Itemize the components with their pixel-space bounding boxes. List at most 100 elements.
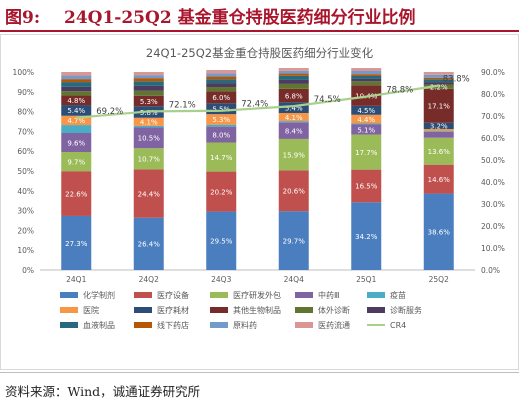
bar-segment [61,72,92,76]
bar-data-label: 9.6% [67,139,85,147]
x-tick-label: 24Q3 [211,275,231,284]
bar-segment [423,79,454,83]
bar-segment [133,81,164,86]
bar-data-label: 2.2% [430,83,448,91]
bar-segment [133,169,164,218]
bar-segment [206,83,237,88]
bar-data-label: 24.4% [138,190,161,198]
bar-data-label: 5.8% [140,109,158,117]
bar-data-label: 4.4% [357,116,375,124]
bar-segment [61,82,92,87]
bar-segment [133,148,164,170]
bar-data-label: 20.2% [210,188,233,196]
bar-data-label: 4.8% [67,97,85,105]
legend-label: 原料药 [233,320,257,330]
bar-segment [278,75,309,80]
legend-swatch [210,292,228,298]
legend-label: 医疗研发外包 [233,290,281,300]
bar-segment [278,88,309,103]
bar-segment [423,193,454,270]
legend-swatch [60,292,78,298]
bar-data-label: 27.3% [65,240,88,248]
legend-swatch [60,307,78,313]
bar-data-label: 5.4% [67,107,85,115]
legend-label: 诊断服务 [390,305,422,315]
legend-swatch [295,307,313,313]
source-note: 资料来源：Wind，诚通证券研究所 [5,384,201,399]
bar-segment [61,151,92,172]
bar-segment [206,91,237,104]
bar-data-label: 17.1% [428,103,451,111]
bar-segment [423,88,454,123]
y-left-tick-label: 80% [17,108,34,117]
bar-segment [278,211,309,270]
bar-segment [351,78,382,82]
bar-segment [351,124,382,135]
bar-data-label: 15.9% [283,151,306,159]
bar-segment [351,68,382,72]
bar-segment [423,122,454,130]
bar-data-label: 5.1% [357,126,375,134]
y-left-tick-label: 70% [17,127,34,136]
bar-segment [206,73,237,77]
bar-segment [278,83,309,89]
legend-label: 医院 [83,305,99,315]
y-left-tick-label: 100% [13,68,34,77]
source-rule [0,372,519,373]
bar-segment [351,75,382,79]
x-tick-label: 25Q1 [356,275,376,284]
bar-segment [278,102,309,113]
bar-data-label: 5.4% [285,104,303,112]
bar-segment [423,72,454,75]
y-left-tick-label: 60% [17,147,34,156]
legend-label: 血液制品 [83,320,115,330]
bar-segment [206,76,237,80]
bar-data-label: 10.5% [138,135,161,143]
bar-data-label: 16.5% [355,183,378,191]
bar-segment [423,74,454,78]
y-right-tick-label: 60.0% [481,134,505,143]
stacked-bar-chart: 0% 10% 20% 30% 40% 50% 60% 70% 80% 90% 100% 0.0% 10.… [13,68,505,330]
cr4-data-label: 69.2% [96,107,123,117]
legend-label: 疫苗 [390,290,406,300]
bar-segment [61,75,92,80]
legend-swatch [295,322,313,328]
x-tick-label: 24Q1 [66,275,86,284]
bar-segment [351,71,382,75]
bar-segment [206,87,237,92]
legend-swatch [367,307,385,313]
bar-segment [133,90,164,96]
cr4-data-label: 72.4% [241,100,268,110]
figure-header: 图9: 24Q1-25Q2 基金重仓持股医药细分行业比例 [0,0,519,30]
bar-data-label: 4.7% [67,117,85,125]
bar-data-label: 4.1% [140,119,158,127]
bar-data-label: 8.0% [212,131,230,139]
legend-label: 中药Ⅲ [318,290,340,300]
bar-segment [206,103,237,115]
legend-swatch [210,307,228,313]
y-left-tick-label: 10% [17,246,34,255]
bar-segment [423,82,454,85]
bar-segment [133,75,164,79]
bar-segment [61,86,92,92]
bar-segment [351,81,382,86]
legend-label: 其他生物制品 [233,305,281,315]
bar-data-label: 17.7% [355,149,378,157]
bar-segment [133,117,164,126]
bar-segment [423,131,454,138]
bar-segment [61,132,92,152]
bar-data-label: 4.1% [285,114,303,122]
legend-label: 医疗耗材 [157,305,189,315]
bar-segment [133,78,164,82]
legend-swatch [60,322,78,328]
y-right-tick-label: 80.0% [481,90,505,99]
legend-label: 线下药店 [157,320,189,330]
bar-data-label: 8.4% [285,127,303,135]
bar-segment [278,68,309,71]
y-left-tick-label: 0% [22,266,34,275]
y-right-tick-label: 20.0% [481,222,505,231]
cr4-data-label: 74.5% [314,95,341,105]
bar-data-label: 14.7% [210,154,233,162]
figure-title: 24Q1-25Q2 基金重仓持股医药细分行业比例 [64,8,416,28]
bar-data-label: 34.2% [355,233,378,241]
